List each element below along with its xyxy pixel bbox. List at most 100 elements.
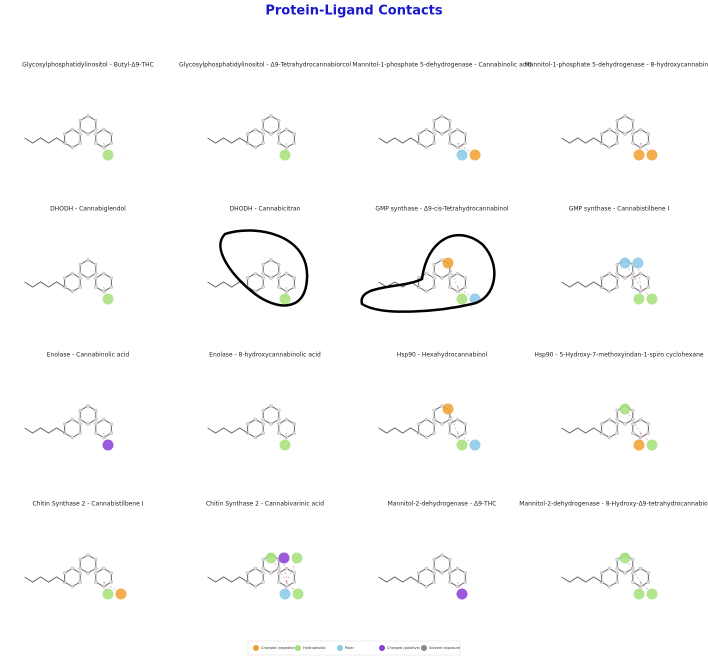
- atom: [269, 276, 273, 280]
- ring: [79, 115, 97, 135]
- ring: [95, 128, 112, 149]
- atom: [630, 276, 635, 280]
- atom: [447, 276, 452, 280]
- atom: [62, 571, 67, 575]
- atom: [261, 417, 266, 422]
- atom: [424, 271, 429, 276]
- panel-title: Hsp90 - Hexahydrocannabinol: [397, 352, 488, 359]
- atom: [447, 285, 452, 289]
- atom: [630, 557, 635, 562]
- figure-title: Protein-Ligand Contacts: [265, 4, 443, 19]
- atom: [109, 431, 114, 435]
- residue: [279, 439, 291, 451]
- atom: [432, 132, 437, 136]
- panel-title: Chitin Synthase 2 - Cannabivarinic acid: [206, 501, 324, 508]
- atom: [70, 271, 75, 276]
- chain: [24, 137, 65, 144]
- atom: [261, 141, 266, 145]
- atom: [86, 404, 90, 408]
- panel-title: GMP synthase - Δ9-cis-Tetrahydrocannabin…: [375, 206, 508, 213]
- atom: [463, 276, 468, 280]
- ring: [247, 128, 264, 149]
- atom: [630, 580, 635, 584]
- atom: [78, 557, 83, 562]
- atom: [62, 422, 67, 426]
- residue: [456, 588, 468, 600]
- atom: [78, 285, 83, 289]
- residue: [619, 552, 631, 564]
- atom: [70, 566, 75, 571]
- atom: [292, 431, 297, 435]
- residue: [469, 149, 481, 161]
- atom: [78, 276, 83, 280]
- contact: [624, 408, 641, 434]
- chain: [378, 137, 419, 144]
- atom: [646, 285, 651, 289]
- atom: [638, 127, 643, 132]
- atom: [623, 422, 627, 426]
- atom: [615, 132, 620, 136]
- legend-label: Hydrophobic: [303, 646, 326, 650]
- atom: [646, 276, 651, 280]
- atom: [78, 571, 83, 575]
- atom: [607, 145, 612, 150]
- atom: [615, 127, 620, 132]
- atom: [638, 289, 643, 294]
- ring: [449, 418, 466, 439]
- atom: [432, 571, 437, 575]
- atom: [284, 271, 289, 276]
- legend-swatch: [421, 645, 427, 651]
- atom: [630, 408, 635, 413]
- atom: [432, 127, 437, 132]
- atom: [245, 571, 250, 575]
- panel-title: Glycosylphosphatidylinositol - Δ9-Tetrah…: [179, 62, 351, 69]
- atom: [455, 127, 460, 132]
- atom: [70, 417, 75, 422]
- atom: [599, 422, 604, 426]
- atom: [646, 132, 651, 136]
- atom: [424, 417, 429, 422]
- residue: [619, 403, 631, 415]
- atom: [638, 584, 643, 589]
- atom: [615, 408, 620, 413]
- atom: [646, 141, 651, 145]
- atom: [432, 262, 437, 267]
- atom: [276, 271, 281, 276]
- atom: [292, 132, 297, 136]
- atom: [261, 571, 266, 575]
- atom: [261, 271, 266, 276]
- panel-title: GMP synthase - Cannabistilbene I: [569, 206, 670, 213]
- residue: [469, 439, 481, 451]
- ring: [79, 554, 97, 574]
- ring: [79, 259, 97, 279]
- atom: [86, 114, 90, 118]
- atom: [623, 571, 627, 575]
- atom: [245, 132, 250, 136]
- atom: [607, 289, 612, 294]
- atom: [615, 571, 620, 575]
- atom: [432, 118, 437, 123]
- atom: [607, 127, 612, 132]
- atom: [276, 580, 281, 584]
- legend-label: Charged (negative): [261, 646, 296, 650]
- atom: [416, 571, 421, 575]
- atom: [638, 145, 643, 150]
- panel-title: Mannitol-1-phosphate 5-dehydrogenase - C…: [352, 62, 531, 69]
- atom: [615, 141, 620, 145]
- atom: [432, 431, 437, 435]
- atom: [463, 141, 468, 145]
- atom: [432, 422, 437, 426]
- atom: [623, 276, 627, 280]
- atom: [463, 422, 468, 426]
- residue: [278, 552, 290, 564]
- atom: [253, 435, 258, 440]
- atom: [463, 571, 468, 575]
- atom: [78, 127, 83, 132]
- atom: [261, 566, 266, 571]
- atom: [440, 114, 444, 118]
- atom: [276, 571, 281, 575]
- residue: [646, 588, 658, 600]
- atom: [253, 584, 258, 589]
- atom: [455, 289, 460, 294]
- atom: [269, 258, 273, 262]
